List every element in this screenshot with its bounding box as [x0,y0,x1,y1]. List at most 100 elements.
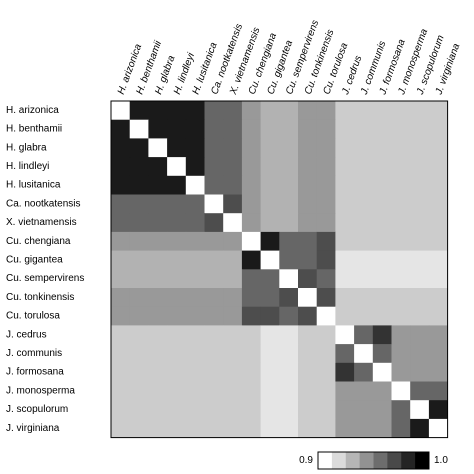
heatmap-cell [372,119,392,139]
heatmap-cell [111,325,131,345]
heatmap-cell [129,362,149,382]
heatmap-cell [148,138,168,158]
heatmap-cell [316,231,336,251]
heatmap-cell [185,288,205,308]
heatmap-cell [148,231,168,251]
heatmap-cell [354,344,374,364]
row-label-h-lindleyi: H. lindleyi [6,161,49,172]
heatmap-cell [354,269,374,289]
heatmap-cell [223,381,243,401]
heatmap-cell [372,231,392,251]
row-labels: H. arizonica H. benthamii H. glabra H. lind… [6,105,84,434]
heatmap-cell [391,325,411,345]
heatmap-cell [148,213,168,233]
heatmap-cell [204,362,224,382]
heatmap-cell [129,213,149,233]
heatmap-cell [129,138,149,158]
heatmap-cell [185,362,205,382]
heatmap-cell [428,138,448,158]
row-label-x-vietnamensis: X. vietnamensis [6,217,77,228]
heatmap-cell [260,418,280,438]
heatmap-cell [185,325,205,345]
heatmap-cell [335,250,355,270]
heatmap-cell [223,231,243,251]
heatmap-cell [410,101,430,121]
heatmap-cell [279,101,299,121]
heatmap-cell [354,362,374,382]
heatmap-cell [391,231,411,251]
heatmap-cell [148,325,168,345]
heatmap-cell [111,157,131,177]
heatmap-cell [111,269,131,289]
heatmap-cell [298,381,318,401]
heatmap-cell [204,119,224,139]
heatmap-cell [167,175,187,195]
heatmap-cell [185,175,205,195]
colorscale-legend: 0.9 1.0 [299,451,448,470]
heatmap-cell [372,213,392,233]
heatmap-cell [111,400,131,420]
heatmap-cell [204,194,224,214]
heatmap-cell [223,101,243,121]
heatmap-cell [129,418,149,438]
heatmap-cell [223,288,243,308]
heatmap-cell [223,213,243,233]
heatmap-cell [167,101,187,121]
heatmap-cell [354,306,374,326]
legend-min-label: 0.9 [299,455,313,466]
heatmap-cell [260,381,280,401]
row-label-h-lusitanica: H. lusitanica [6,180,61,191]
legend-swatch [331,452,347,469]
row-label-j-cedrus: J. cedrus [6,329,47,340]
legend-swatches [318,452,430,469]
heatmap-cell [354,231,374,251]
heatmap-cell [241,418,261,438]
heatmap-cell [129,325,149,345]
heatmap-cell [298,362,318,382]
heatmap-cell [428,175,448,195]
legend-swatch [401,452,416,469]
heatmap-cell [148,250,168,270]
heatmap-cell [279,138,299,158]
heatmap-cell [316,175,336,195]
heatmap-cell [260,250,280,270]
heatmap-cell [372,362,392,382]
heatmap-cell [391,119,411,139]
heatmap-cell [316,119,336,139]
heatmap-cell [298,400,318,420]
heatmap-cell [185,213,205,233]
heatmap-cell [260,269,280,289]
heatmap-cell [335,157,355,177]
heatmap-cell [335,231,355,251]
heatmap-cell [372,138,392,158]
heatmap-cell [279,213,299,233]
heatmap-cell [298,175,318,195]
heatmap-cell [391,250,411,270]
heatmap-cell [241,119,261,139]
row-label-j-virginiana: J. virginiana [6,423,60,434]
heatmap-cell [111,175,131,195]
heatmap-cell [129,381,149,401]
heatmap-cell [223,250,243,270]
heatmap-cells [111,101,448,438]
row-label-j-formosana: J. formosana [6,367,64,378]
row-label-j-monosperma: J. monosperma [6,385,75,396]
heatmap-cell [204,101,224,121]
heatmap-cell [335,194,355,214]
heatmap-cell [148,306,168,326]
heatmap-cell [298,250,318,270]
heatmap-cell [354,418,374,438]
heatmap-cell [148,101,168,121]
heatmap-cell [241,288,261,308]
heatmap-cell [410,418,430,438]
heatmap-cell [204,213,224,233]
legend-swatch [345,452,361,469]
heatmap-cell [129,175,149,195]
heatmap-cell [410,138,430,158]
heatmap-cell [241,101,261,121]
heatmap-cell [372,381,392,401]
heatmap-cell [428,213,448,233]
legend-max-label: 1.0 [434,455,448,466]
heatmap-cell [148,381,168,401]
heatmap-cell [410,250,430,270]
